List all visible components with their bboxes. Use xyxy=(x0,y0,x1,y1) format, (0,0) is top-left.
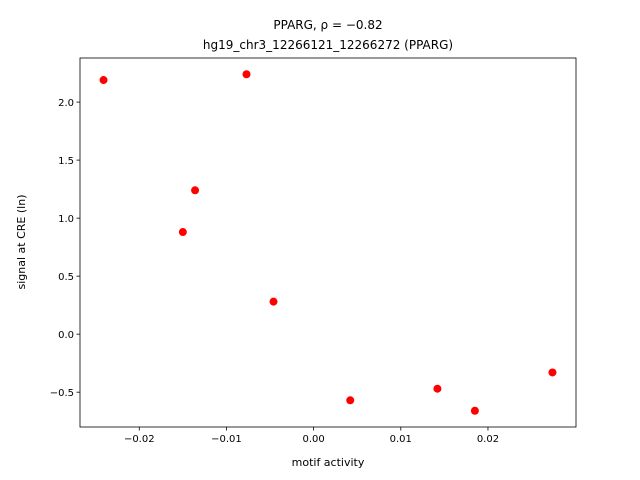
point xyxy=(433,384,442,393)
y-tick-label: −0.5 xyxy=(50,388,74,399)
y-tick-label: 2.0 xyxy=(58,98,74,109)
chart-subtitle: hg19_chr3_12266121_12266272 (PPARG) xyxy=(203,38,453,52)
x-tick-label: 0.01 xyxy=(390,434,412,445)
axes-frame xyxy=(79,57,577,428)
point xyxy=(269,297,278,306)
chart-title: PPARG, ρ = −0.82 xyxy=(273,18,382,32)
x-tick-label: −0.02 xyxy=(124,434,155,445)
point xyxy=(470,406,479,415)
x-tick-label: 0.00 xyxy=(302,434,324,445)
y-tick-label: 0.0 xyxy=(58,330,74,341)
point xyxy=(99,76,108,85)
y-tick-label: 0.5 xyxy=(58,272,74,283)
point xyxy=(346,396,355,405)
point xyxy=(191,186,200,195)
x-tick-label: −0.01 xyxy=(211,434,242,445)
x-axis-label: motif activity xyxy=(292,456,365,469)
y-axis-label: signal at CRE (ln) xyxy=(15,195,28,290)
point xyxy=(548,368,557,377)
point xyxy=(178,228,187,237)
y-tick-label: 1.5 xyxy=(58,156,74,167)
point xyxy=(242,70,251,79)
x-tick-label: 0.02 xyxy=(477,434,499,445)
y-tick-label: 1.0 xyxy=(58,214,74,225)
